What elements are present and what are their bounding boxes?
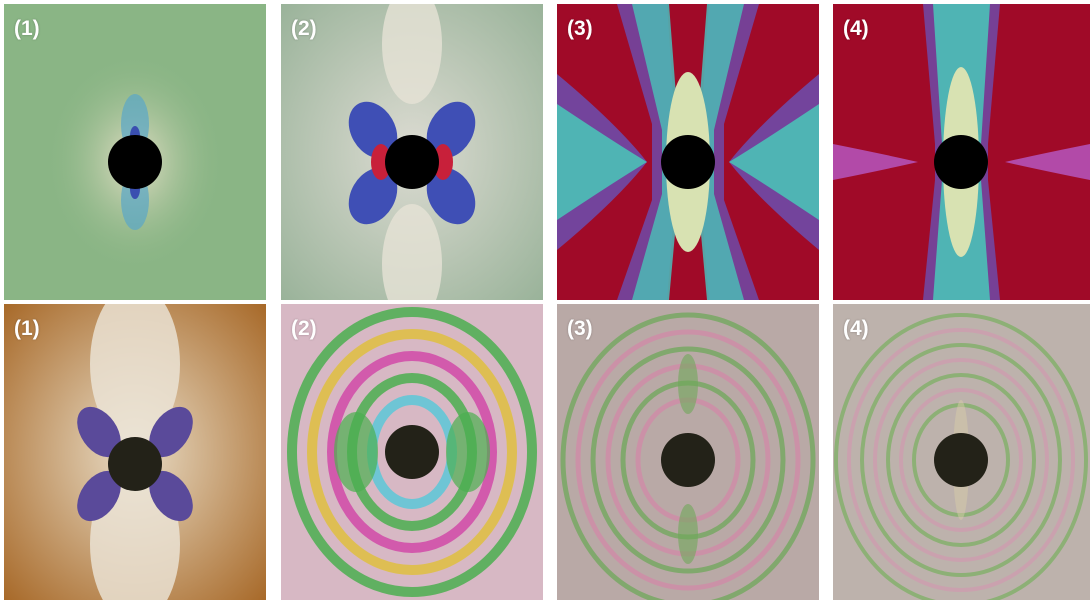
panel-label: (2) <box>291 17 317 40</box>
panel-top-4: (4) <box>833 4 1090 300</box>
panel-bottom-1: (1) <box>4 304 266 600</box>
panel-label: (2) <box>291 317 317 340</box>
panel-bottom-3: (3) <box>557 304 819 600</box>
panel-bottom-4: (4) <box>833 304 1090 600</box>
photoelastic-image <box>557 4 819 300</box>
panel-top-1: (1) <box>4 4 266 300</box>
photoelastic-image <box>4 4 266 300</box>
panel-label: (1) <box>14 317 40 340</box>
panel-label: (3) <box>567 317 593 340</box>
photoelastic-image <box>281 4 543 300</box>
photoelastic-image <box>833 304 1090 600</box>
panel-label: (3) <box>567 17 593 40</box>
panel-label: (1) <box>14 17 40 40</box>
panel-top-2: (2) <box>281 4 543 300</box>
panel-label: (4) <box>843 317 869 340</box>
panel-top-3: (3) <box>557 4 819 300</box>
photoelastic-image <box>833 4 1090 300</box>
photoelastic-image <box>4 304 266 600</box>
photoelastic-image <box>281 304 543 600</box>
panel-bottom-2: (2) <box>281 304 543 600</box>
photoelastic-image <box>557 304 819 600</box>
panel-label: (4) <box>843 17 869 40</box>
